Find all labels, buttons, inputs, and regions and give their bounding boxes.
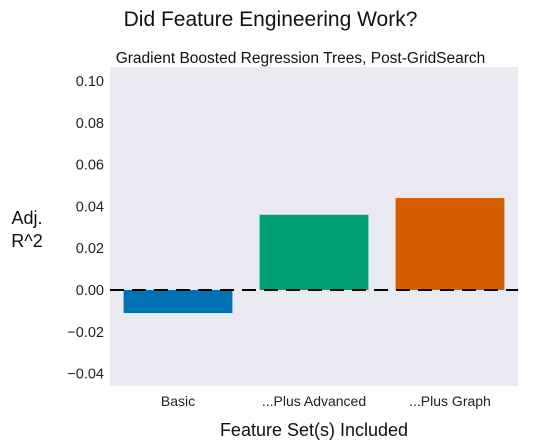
y-tick-label: 0.04	[76, 199, 104, 215]
y-tick-label: 0.10	[76, 74, 104, 90]
bar	[259, 214, 369, 290]
x-tick-label: ...Plus Advanced	[262, 393, 366, 409]
x-axis-label: Feature Set(s) Included	[219, 420, 409, 440]
y-axis-label-line-1: Adj.	[11, 208, 43, 228]
y-tick-label: −0.04	[67, 367, 104, 383]
y-tick-label: 0.00	[76, 283, 104, 299]
y-tick-label: 0.02	[76, 241, 104, 257]
chart-title: Did Feature Engineering Work?	[123, 8, 418, 31]
bar	[123, 290, 233, 313]
y-tick-label: 0.06	[76, 158, 104, 174]
y-axis-label-line-2: R^2	[11, 231, 43, 251]
x-tick-label: ...Plus Graph	[409, 393, 491, 409]
y-tick-label: 0.08	[76, 116, 104, 132]
y-tick-label: −0.02	[67, 325, 104, 341]
y-axis-label: Adj. R^2	[2, 207, 52, 253]
bar	[395, 198, 505, 290]
chart-subtitle: Gradient Boosted Regression Trees, Post-…	[115, 50, 486, 67]
x-tick-label: Basic	[161, 393, 195, 409]
